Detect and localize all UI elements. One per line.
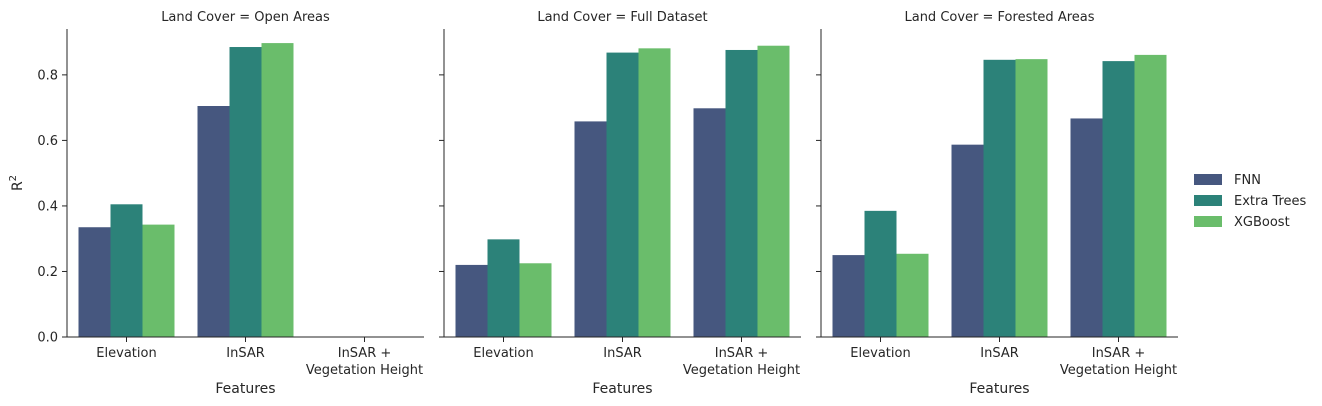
x-axis-label: Features xyxy=(592,381,652,397)
legend-item: FNN xyxy=(1194,173,1261,188)
y-tick-label: 0.8 xyxy=(37,68,58,83)
bar xyxy=(864,210,897,337)
x-tick-label: Vegetation Height xyxy=(683,363,800,378)
y-tick-label: 0.2 xyxy=(37,265,58,280)
bar xyxy=(78,227,111,337)
bar xyxy=(606,52,639,337)
x-tick-label: Vegetation Height xyxy=(1060,363,1177,378)
bar xyxy=(142,224,175,337)
legend-item: Extra Trees xyxy=(1194,194,1307,209)
x-tick-label: InSAR xyxy=(980,346,1019,361)
bar xyxy=(1102,61,1135,338)
facet-panel: Land Cover = Forested Areas Elevation InSA… xyxy=(816,10,1178,397)
y-tick-label: 0.4 xyxy=(37,199,58,214)
y-tick-label: 0.0 xyxy=(37,331,58,346)
bar xyxy=(693,108,726,338)
x-tick-label: InSAR xyxy=(226,346,265,361)
bar xyxy=(1070,118,1103,337)
facet-title: Land Cover = Open Areas xyxy=(161,10,330,25)
y-tick-label: 0.6 xyxy=(37,134,58,149)
y-axis-label: R2 xyxy=(8,175,26,191)
legend-swatch xyxy=(1194,174,1222,185)
facet-title: Land Cover = Forested Areas xyxy=(904,10,1094,25)
x-tick-label: Elevation xyxy=(850,346,910,361)
x-tick-label: Elevation xyxy=(473,346,533,361)
facet-panel: Land Cover = Full Dataset Elevation InSAR I… xyxy=(439,10,801,397)
x-tick-label: InSAR + xyxy=(1092,346,1146,361)
legend-swatch xyxy=(1194,216,1222,227)
bar xyxy=(574,121,607,338)
bar xyxy=(757,45,790,338)
bar xyxy=(951,144,984,337)
bar xyxy=(487,239,520,337)
bar xyxy=(896,253,929,337)
bar xyxy=(983,59,1016,338)
facet-panel: Land Cover = Open Areas 0.0 0.2 0.4 0.6 0.8 El… xyxy=(37,10,424,397)
x-tick-label: InSAR xyxy=(603,346,642,361)
bar xyxy=(197,106,230,337)
bar xyxy=(455,264,488,337)
bar xyxy=(519,263,552,337)
facet-title: Land Cover = Full Dataset xyxy=(537,10,707,25)
legend-label: XGBoost xyxy=(1234,215,1290,230)
facet-panels: Land Cover = Open Areas 0.0 0.2 0.4 0.6 0.8 El… xyxy=(37,10,1178,397)
bar xyxy=(832,255,865,337)
legend-label: FNN xyxy=(1234,173,1261,188)
x-tick-label: InSAR + xyxy=(338,346,392,361)
bar xyxy=(1015,59,1048,337)
bar xyxy=(1134,54,1167,338)
bar xyxy=(725,49,758,337)
x-tick-label: Vegetation Height xyxy=(306,363,423,378)
x-tick-label: Elevation xyxy=(96,346,156,361)
legend: FNN Extra Trees XGBoost xyxy=(1194,173,1307,230)
legend-swatch xyxy=(1194,195,1222,206)
x-axis-label: Features xyxy=(215,381,275,397)
x-tick-label: InSAR + xyxy=(715,346,769,361)
legend-label: Extra Trees xyxy=(1234,194,1307,209)
bar xyxy=(638,48,671,338)
legend-item: XGBoost xyxy=(1194,215,1290,230)
x-axis-label: Features xyxy=(969,381,1029,397)
bar xyxy=(261,43,294,338)
bar xyxy=(229,47,262,338)
bar xyxy=(110,204,143,337)
